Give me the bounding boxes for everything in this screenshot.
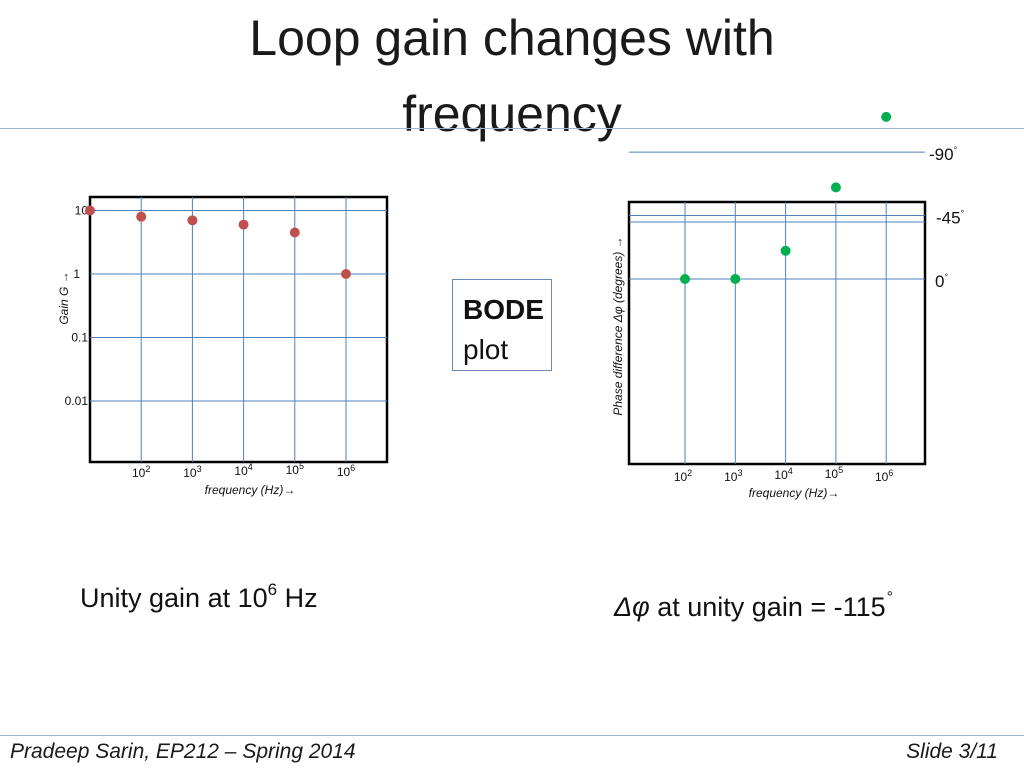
gain-data-point: [187, 215, 198, 226]
title-line-2: frequency: [402, 86, 622, 142]
title-line-1: Loop gain changes with: [249, 10, 775, 66]
phase-x-tick-label: 103: [724, 468, 742, 484]
gain-x-tick-label: 104: [234, 462, 252, 478]
phase-x-axis-label: frequency (Hz)→: [749, 486, 840, 500]
phase-y-axis-label: Phase difference Δφ (degrees) →: [611, 236, 625, 415]
phase-at-unity-caption: Δφ at unity gain = -115°: [614, 578, 893, 627]
footer-divider: [0, 735, 1024, 736]
phase-y-tick-label: -90°: [929, 145, 958, 164]
gain-y-tick-label: 0.01: [65, 394, 89, 408]
unity-gain-exponent: 6: [267, 580, 278, 599]
gain-chart: 10 1 0.1 0.01 102 103 104 105 106 frequency (Hz)→…: [57, 195, 389, 497]
gain-x-tick-label: 102: [132, 464, 150, 480]
phase-x-tick-label: 106: [875, 468, 893, 484]
phase-plot-frame: [627, 200, 927, 466]
footer-author: Pradeep Sarin, EP212 – Spring 2014: [10, 740, 356, 763]
delta-phi-symbol: Δφ: [614, 592, 650, 622]
gain-x-axis-label: frequency (Hz)→: [205, 483, 296, 497]
bode-label: BODE: [463, 294, 544, 325]
gain-x-tick-label: 106: [337, 463, 355, 479]
phase-x-tick-label: 104: [774, 466, 792, 482]
gain-data-point: [136, 211, 147, 222]
phase-data-point: [830, 182, 841, 193]
plot-label: plot: [463, 334, 509, 365]
unity-gain-text: Unity gain at 10: [80, 583, 268, 613]
gain-y-tick-label: 0.1: [71, 331, 88, 345]
phase-data-point: [680, 274, 690, 284]
gain-x-tick-label: 103: [183, 464, 201, 480]
phase-x-tick-label: 105: [825, 465, 843, 481]
degree-symbol: °: [886, 589, 894, 606]
gain-x-tick-label: 105: [286, 461, 304, 477]
phase-data-point: [780, 245, 791, 256]
gain-y-axis-label: Gain G →: [57, 271, 71, 324]
unity-gain-caption: Unity gain at 106 Hz: [80, 578, 318, 618]
phase-chart: 0° -45° -90° 102 103 104 105 106 frequency (Hz)→…: [611, 111, 965, 500]
phase-y-tick-label: -45°: [936, 209, 965, 228]
gain-y-tick-label: 10: [75, 204, 89, 218]
gain-data-point: [341, 269, 351, 279]
gain-data-point: [289, 227, 300, 238]
gain-data-point: [238, 219, 249, 230]
gain-plot-frame: [88, 195, 389, 464]
phase-y-tick-label: 0°: [935, 272, 948, 291]
gain-y-tick-label: 1: [73, 267, 80, 281]
phase-data-point: [881, 111, 892, 122]
title-divider: [0, 128, 1024, 129]
footer-slide-number: Slide 3/11: [906, 740, 998, 763]
unity-gain-unit: Hz: [277, 583, 318, 613]
bode-plot-label-box: BODE plot: [452, 279, 552, 371]
gain-data-point: [85, 205, 95, 216]
phase-data-point: [730, 274, 741, 284]
slide-title: Loop gain changes with frequency: [0, 0, 1024, 152]
phase-at-unity-text: at unity gain = -115: [649, 592, 886, 622]
phase-x-tick-label: 102: [674, 468, 692, 484]
